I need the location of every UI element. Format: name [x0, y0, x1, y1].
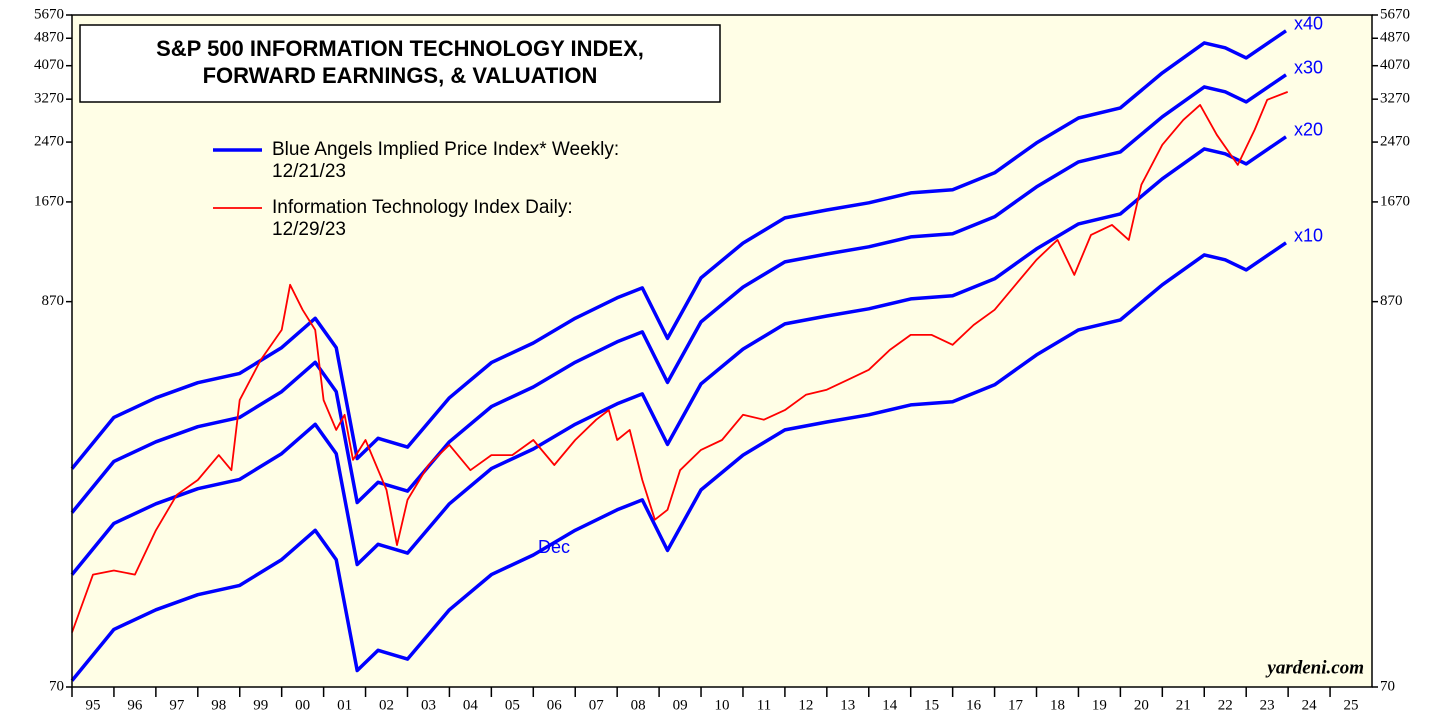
x-tick-label: 04 — [463, 697, 479, 713]
x-tick-label: 19 — [1092, 697, 1107, 713]
series-line — [70, 73, 1287, 514]
x-tick-label: 24 — [1302, 697, 1318, 713]
x-tick-label: 01 — [337, 697, 352, 713]
y-tick-label: 4070 — [34, 57, 64, 73]
x-tick-label: 98 — [211, 697, 226, 713]
y-tick-label: 2470 — [34, 134, 64, 150]
x-tick-label: 97 — [169, 697, 185, 713]
series-label: x10 — [1294, 226, 1323, 246]
legend-label: Blue Angels Implied Price Index* Weekly: — [272, 139, 619, 160]
series-label: x30 — [1294, 58, 1323, 78]
y-tick-label: 5670 — [34, 6, 64, 22]
x-tick-label: 06 — [547, 697, 563, 713]
x-tick-label: 05 — [505, 697, 520, 713]
y-tick-label: 870 — [42, 293, 65, 309]
x-tick-label: 13 — [840, 697, 855, 713]
y-tick-label: 3270 — [34, 91, 64, 107]
x-tick-label: 00 — [295, 697, 310, 713]
legend-date: 12/29/23 — [272, 219, 346, 240]
y-tick-label: 70 — [49, 678, 64, 694]
x-tick-label: 18 — [1050, 697, 1065, 713]
x-tick-label: 07 — [589, 697, 605, 713]
y2-tick-label: 1670 — [1380, 193, 1410, 209]
y2-tick-label: 70 — [1380, 678, 1395, 694]
series-line — [70, 241, 1287, 682]
y2-tick-label: 870 — [1380, 293, 1403, 309]
x-tick-label: 09 — [673, 697, 688, 713]
y2-tick-label: 5670 — [1380, 6, 1410, 22]
series-line — [70, 135, 1287, 576]
y-tick-label: 4870 — [34, 30, 64, 46]
x-tick-label: 15 — [924, 697, 939, 713]
legend: Blue Angels Implied Price Index* Weekly:… — [213, 139, 619, 240]
y2-tick-label: 3270 — [1380, 91, 1410, 107]
x-tick-label: 11 — [757, 697, 771, 713]
legend-label: Information Technology Index Daily: — [272, 197, 573, 218]
x-tick-label: 10 — [715, 697, 730, 713]
x-tick-label: 08 — [631, 697, 646, 713]
plot-frame — [71, 14, 1373, 688]
y-tick-label: 1670 — [34, 193, 64, 209]
y2-tick-label: 4070 — [1380, 57, 1410, 73]
x-tick-label: 02 — [379, 697, 394, 713]
title-box — [79, 24, 721, 103]
source: yardeni.com — [1265, 657, 1364, 678]
x-tick-label: 23 — [1260, 697, 1275, 713]
x-tick-label: 99 — [253, 697, 268, 713]
x-tick-label: 22 — [1218, 697, 1233, 713]
x-tick-label: 95 — [85, 697, 100, 713]
series-line — [71, 91, 1289, 633]
x-tick-label: 12 — [798, 697, 813, 713]
x-tick-label: 21 — [1176, 697, 1191, 713]
x-tick-label: 20 — [1134, 697, 1149, 713]
x-tick-label: 96 — [127, 697, 143, 713]
series-label: x20 — [1294, 120, 1323, 140]
lines: x10 x20 x30 x40 — [70, 14, 1323, 682]
plot-area — [72, 15, 1372, 687]
x-tick-label: 25 — [1344, 697, 1359, 713]
x-tick-label: 03 — [421, 697, 436, 713]
series-label: x40 — [1294, 14, 1323, 34]
axes: 70 70 870 870 1670 1670 2470 2470 3270 3270 4070 40… — [34, 6, 1410, 713]
chart-title: S&P 500 INFORMATION TECHNOLOGY INDEX, — [156, 36, 644, 61]
series-line — [70, 29, 1287, 470]
x-tick-label: 16 — [966, 697, 982, 713]
annotation: Dec — [538, 537, 570, 557]
chart-title: FORWARD EARNINGS, & VALUATION — [203, 63, 598, 88]
legend-date: 12/21/23 — [272, 161, 346, 182]
y2-tick-label: 4870 — [1380, 30, 1410, 46]
y2-tick-label: 2470 — [1380, 134, 1410, 150]
x-tick-label: 17 — [1008, 697, 1024, 713]
x-tick-label: 14 — [882, 697, 898, 713]
